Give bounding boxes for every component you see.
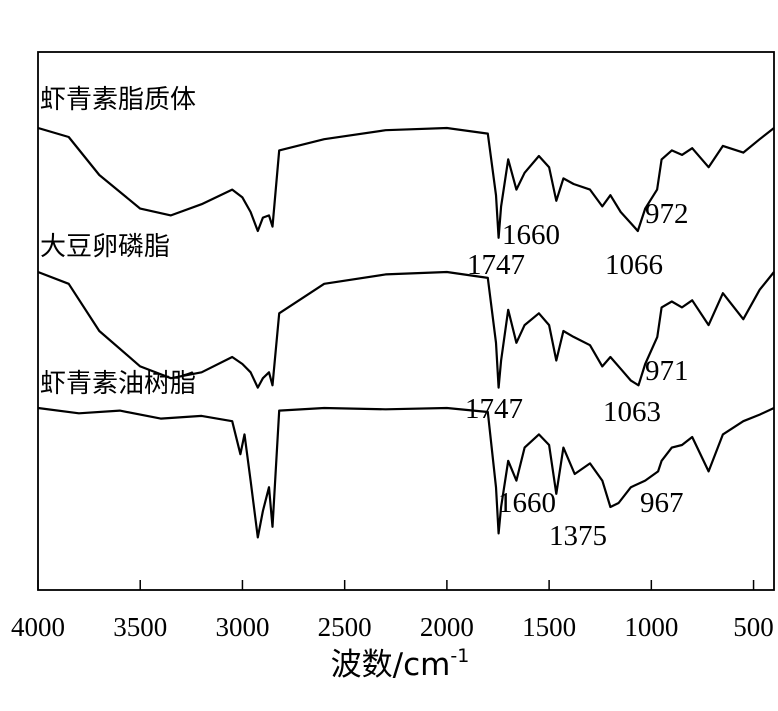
peak-label: 967 — [640, 487, 684, 519]
x-axis-label-text: 波数/cm — [331, 647, 451, 683]
peak-label: 1660 — [502, 219, 560, 251]
peak-label: 971 — [645, 355, 689, 387]
x-tick-label: 2000 — [420, 612, 474, 642]
x-tick-label: 3000 — [215, 612, 269, 642]
series-label: 虾青素油树脂 — [40, 369, 196, 399]
series-label: 虾青素脂质体 — [40, 85, 196, 115]
series-line — [37, 126, 775, 239]
peak-label: 1747 — [467, 249, 525, 281]
peak-label: 1375 — [549, 520, 607, 552]
x-axis-ticks: 4000 3500 3000 2500 2000 1500 1000 500 — [11, 580, 774, 642]
peak-label: 1063 — [603, 396, 661, 428]
x-tick-label: 3500 — [113, 612, 167, 642]
x-axis-label: 波数/cm-1 — [331, 645, 470, 683]
series-line — [37, 406, 775, 539]
x-tick-label: 1000 — [624, 612, 678, 642]
x-tick-label: 4000 — [11, 612, 65, 642]
plot-frame — [37, 51, 775, 591]
series-label: 大豆卵磷脂 — [40, 232, 170, 262]
x-tick-label: 500 — [733, 612, 774, 642]
x-axis-label-superscript: -1 — [450, 645, 469, 667]
series-line — [37, 270, 775, 389]
x-tick-label: 1500 — [522, 612, 576, 642]
peak-label: 1747 — [465, 393, 523, 425]
x-tick-label: 2500 — [318, 612, 372, 642]
peak-label: 972 — [645, 198, 689, 230]
peak-label: 1066 — [605, 249, 663, 281]
series-layer — [37, 126, 775, 539]
peak-label: 1660 — [498, 487, 556, 519]
